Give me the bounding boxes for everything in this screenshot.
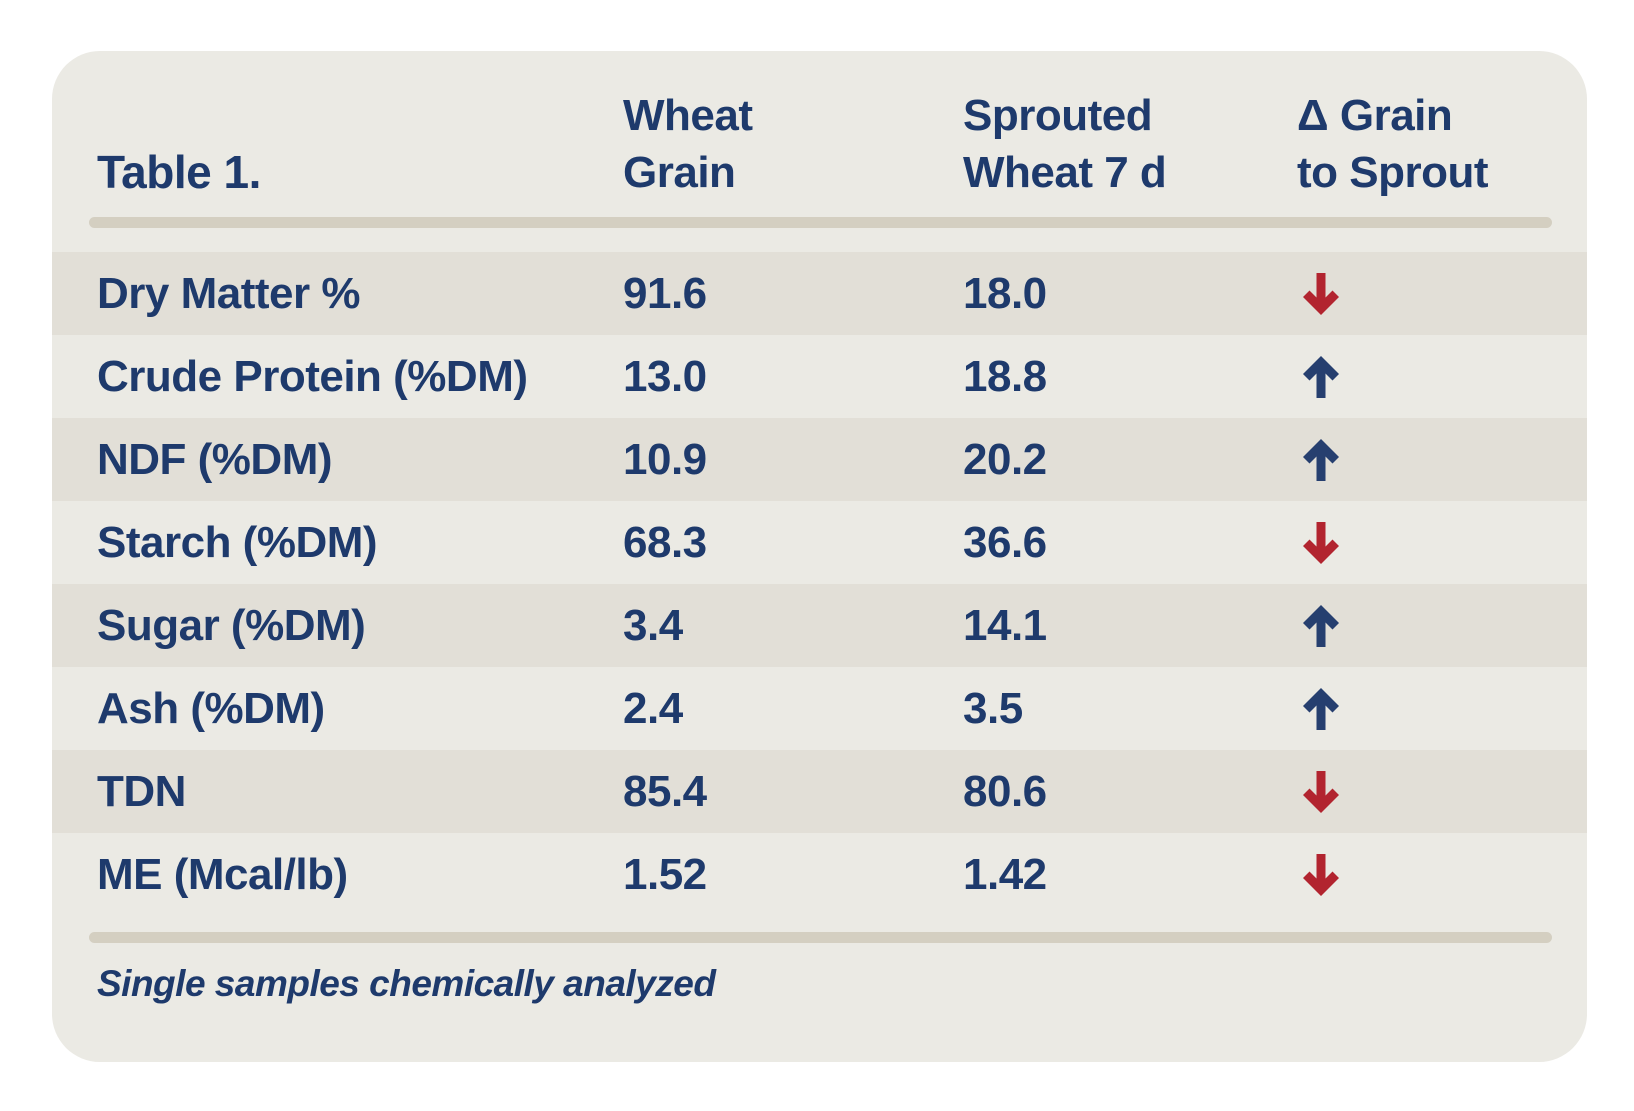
column-header-line: to Sprout — [1297, 148, 1489, 197]
table-footnote: Single samples chemically analyzed — [97, 963, 716, 1004]
wheat-grain-value: 1.52 — [623, 850, 707, 899]
wheat-grain-value: 91.6 — [623, 269, 707, 318]
table-row: Sugar (%DM) 3.4 14.1 — [52, 584, 1587, 667]
header-divider — [89, 217, 1552, 228]
sprouted-wheat-value: 3.5 — [963, 684, 1023, 733]
arrow-up-icon — [1303, 667, 1339, 750]
column-header-line: Wheat — [623, 91, 753, 140]
row-label: Sugar (%DM) — [97, 601, 366, 650]
wheat-grain-value: 68.3 — [623, 518, 707, 567]
sprouted-wheat-value: 18.0 — [963, 269, 1047, 318]
arrow-down-icon — [1303, 833, 1339, 916]
arrow-up-icon — [1303, 335, 1339, 418]
sprouted-wheat-value: 80.6 — [963, 767, 1047, 816]
column-header-line: Δ Grain — [1297, 91, 1453, 140]
wheat-grain-value: 85.4 — [623, 767, 707, 816]
row-label: ME (Mcal/lb) — [97, 850, 348, 899]
arrow-up-icon — [1303, 418, 1339, 501]
table-title: Table 1. — [97, 146, 261, 198]
row-label: TDN — [97, 767, 186, 816]
wheat-grain-value: 3.4 — [623, 601, 683, 650]
table-row: Starch (%DM) 68.3 36.6 — [52, 501, 1587, 584]
row-label: Starch (%DM) — [97, 518, 378, 567]
table-row: TDN 85.4 80.6 — [52, 750, 1587, 833]
arrow-down-icon — [1303, 750, 1339, 833]
row-label: Dry Matter % — [97, 269, 360, 318]
table-row: NDF (%DM) 10.9 20.2 — [52, 418, 1587, 501]
row-label: Ash (%DM) — [97, 684, 325, 733]
table-row: Ash (%DM) 2.4 3.5 — [52, 667, 1587, 750]
sprouted-wheat-value: 36.6 — [963, 518, 1047, 567]
arrow-down-icon — [1303, 501, 1339, 584]
arrow-up-icon — [1303, 584, 1339, 667]
table-row: Crude Protein (%DM) 13.0 18.8 — [52, 335, 1587, 418]
sprouted-wheat-value: 20.2 — [963, 435, 1047, 484]
sprouted-wheat-value: 14.1 — [963, 601, 1047, 650]
arrow-down-icon — [1303, 252, 1339, 335]
row-label: Crude Protein (%DM) — [97, 352, 528, 401]
nutrition-table-card: Table 1. Wheat Grain Sprouted Wheat 7 d … — [52, 51, 1587, 1062]
column-header-line: Sprouted — [963, 91, 1153, 140]
row-label: NDF (%DM) — [97, 435, 333, 484]
column-header-delta-grain-to-sprout: Δ Grain to Sprout — [1297, 87, 1489, 201]
column-header-sprouted-wheat: Sprouted Wheat 7 d — [963, 87, 1167, 201]
wheat-grain-value: 13.0 — [623, 352, 707, 401]
footer-divider — [89, 932, 1552, 943]
sprouted-wheat-value: 18.8 — [963, 352, 1047, 401]
table-row: Dry Matter % 91.6 18.0 — [52, 252, 1587, 335]
column-header-wheat-grain: Wheat Grain — [623, 87, 753, 201]
column-header-line: Wheat 7 d — [963, 148, 1167, 197]
table-row: ME (Mcal/lb) 1.52 1.42 — [52, 833, 1587, 916]
sprouted-wheat-value: 1.42 — [963, 850, 1047, 899]
wheat-grain-value: 10.9 — [623, 435, 707, 484]
column-header-line: Grain — [623, 148, 736, 197]
table-body: Dry Matter % 91.6 18.0 Crude Protein (%D… — [52, 252, 1587, 916]
wheat-grain-value: 2.4 — [623, 684, 683, 733]
